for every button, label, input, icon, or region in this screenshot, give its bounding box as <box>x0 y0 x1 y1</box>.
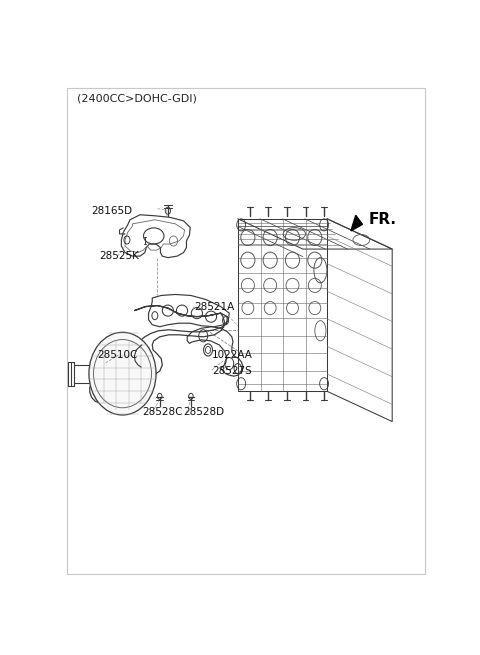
Text: FR.: FR. <box>369 212 397 227</box>
Text: 28528D: 28528D <box>183 407 224 417</box>
Text: 1022AA: 1022AA <box>212 350 252 360</box>
Text: 28521A: 28521A <box>194 301 234 312</box>
Polygon shape <box>351 215 362 231</box>
Text: 28165D: 28165D <box>91 206 132 215</box>
Text: 28510C: 28510C <box>97 350 138 360</box>
Text: 28527S: 28527S <box>212 366 252 376</box>
Text: 28528C: 28528C <box>142 407 182 417</box>
Ellipse shape <box>89 332 156 415</box>
Text: (2400CC>DOHC-GDI): (2400CC>DOHC-GDI) <box>77 94 197 103</box>
Text: 28525K: 28525K <box>99 251 139 261</box>
